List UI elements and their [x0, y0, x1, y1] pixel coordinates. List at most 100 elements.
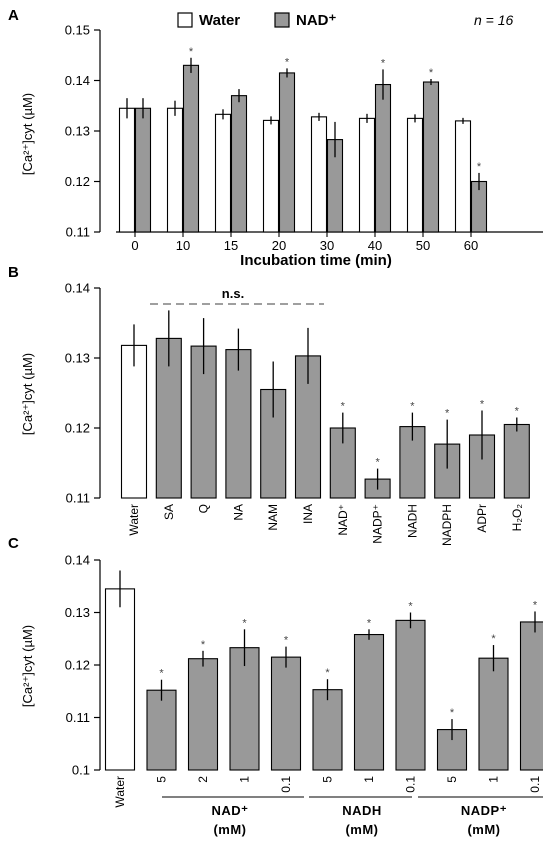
panel-b-category-label: Water [127, 504, 141, 536]
panel-b-significance-star: * [515, 406, 520, 418]
panel-a-letter: A [8, 7, 19, 24]
panel-a-water-bar [454, 120, 472, 233]
legend-nad-swatch [274, 12, 290, 28]
panel-a-water-bar [406, 117, 424, 233]
panel-c-significance-star: * [367, 617, 372, 629]
panel-a-water-bar [262, 119, 280, 233]
panel-c-significance-star: * [408, 601, 413, 613]
panel-a-water-bar [358, 117, 376, 233]
panel-c-letter: C [8, 535, 19, 552]
panel-b-category-label: ADPr [475, 504, 489, 533]
panel-a-ytick-label: 0.15 [65, 23, 90, 38]
panel-b-ylabel: [Ca²⁺]cyt (µM) [20, 353, 35, 435]
panel-b-significance-star: * [410, 401, 415, 413]
panel-a-nad-bar [374, 83, 392, 233]
group-nadp-label: NADP⁺ [461, 803, 507, 818]
panel-c-ytick-label: 0.1 [72, 763, 90, 778]
group-nadh-label: NADH [342, 803, 382, 818]
panel-c-significance-star: * [159, 668, 164, 680]
panel-a-nad-bar [182, 64, 200, 233]
legend-nad-label: NAD⁺ [296, 12, 336, 29]
panel-a-ylabel: [Ca²⁺]cyt (µM) [20, 93, 35, 175]
panel-c-ytick-label: 0.13 [65, 605, 90, 620]
panel-b-letter: B [8, 264, 19, 281]
sample-size-note: n = 16 [474, 12, 514, 28]
panel-b-ytick-label: 0.13 [65, 351, 90, 366]
panel-c-bar [353, 633, 385, 771]
panel-a-nad-significance-star: * [477, 161, 482, 173]
panel-b-significance-star: * [375, 457, 380, 469]
panel-a-xtick-label: 0 [131, 238, 138, 253]
panel-a-xtick-label: 60 [464, 238, 478, 253]
legend-water-label: Water [199, 12, 240, 29]
panel-b-category-label: INA [301, 504, 315, 524]
panel-a-nad-bar [278, 72, 296, 233]
panel-b-category-label: NAD⁺ [336, 504, 350, 536]
panel-b-category-label: NAM [266, 504, 280, 531]
group-nadh-unit: (mM) [345, 822, 378, 837]
panel-c-category-label: 0.1 [528, 776, 542, 793]
panel-c-significance-star: * [201, 639, 206, 651]
panel-a-ytick-label: 0.14 [65, 73, 90, 88]
panel-b-category-label: NA [231, 504, 245, 521]
panel-c-category-label: 1 [362, 776, 376, 783]
panel-b-chart: 0.11 0.12 0.13 0.14 Water SA Q NA NAM INA * NAD⁺ * NA… [65, 281, 530, 546]
panel-c-category-label: 5 [155, 776, 169, 783]
panel-c-chart: 0.10.110.120.130.14Water*5*2*1*0.1*5*1*0… [65, 553, 543, 808]
panel-c-ylabel-text: [Ca²⁺]cyt (µM) [20, 625, 35, 707]
panel-a-nad-significance-star: * [189, 46, 194, 58]
panel-a-ytick-label: 0.11 [66, 225, 90, 240]
panel-a-nad-bar [134, 107, 152, 233]
panel-c-category-label: 2 [196, 776, 210, 783]
panel-c-category-label: 5 [321, 776, 335, 783]
panel-c-significance-star: * [284, 635, 289, 647]
panel-a-ytick-label: 0.13 [65, 124, 90, 139]
panel-a-xlabel: Incubation time (min) [240, 252, 392, 269]
panel-c-significance-star: * [325, 667, 330, 679]
panel-a-water-bar [118, 107, 136, 233]
panel-b-category-label: NADH [405, 504, 419, 538]
panel-a-nad-significance-star: * [381, 57, 386, 69]
panel-b-ytick-label: 0.14 [65, 281, 90, 296]
panel-a-xtick-label: 40 [368, 238, 382, 253]
panel-b-category-label: H₂O₂ [510, 504, 524, 532]
panel-b-significance-star: * [341, 401, 346, 413]
panel-c-bar [519, 621, 543, 771]
panel-c-category-label: Water [113, 776, 127, 808]
panel-c-category-label: 0.1 [279, 776, 293, 793]
panel-b-bar [503, 423, 530, 499]
panel-b-category-label: Q [197, 504, 211, 513]
panel-a-nad-bar [230, 95, 248, 233]
panel-b-category-label: SA [162, 504, 176, 520]
panel-c-category-label: 1 [487, 776, 501, 783]
panel-c-category-label: 0.1 [404, 776, 418, 793]
panel-b-bar [190, 345, 217, 499]
panel-b-category-label: NADPH [440, 504, 454, 546]
panel-b-significance-star: * [480, 399, 485, 411]
panel-c-category-label: 5 [445, 776, 459, 783]
panel-c-category-label: 1 [238, 776, 252, 783]
panel-b-significance-star: * [445, 408, 450, 420]
panel-a-xtick-label: 30 [320, 238, 334, 253]
panel-b-category-label: NADP⁺ [371, 504, 385, 544]
panel-c-bar [312, 689, 343, 771]
panel-c-bar [270, 656, 302, 771]
panel-b-ylabel-text: [Ca²⁺]cyt (µM) [20, 353, 35, 435]
panel-a-xtick-label: 10 [176, 238, 190, 253]
panel-a-ylabel-text: [Ca²⁺]cyt (µM) [20, 93, 35, 175]
panel-b-ytick-label: 0.11 [66, 491, 90, 506]
panel-c-bar [229, 647, 260, 771]
panel-a-water-bar [166, 107, 184, 233]
panel-c-bar [187, 658, 219, 771]
panel-a-xtick-label: 15 [224, 238, 238, 253]
panel-a-xtick-label: 50 [416, 238, 430, 253]
panel-b-bar [120, 344, 148, 499]
panel-c-bar [395, 619, 426, 771]
panel-c-ytick-label: 0.14 [65, 553, 90, 568]
panel-c-ytick-label: 0.11 [66, 710, 90, 725]
panel-c-ytick-label: 0.12 [65, 658, 90, 673]
panel-c-significance-star: * [533, 599, 538, 611]
panel-c-significance-star: * [491, 633, 496, 645]
panel-c-bar [146, 689, 177, 771]
